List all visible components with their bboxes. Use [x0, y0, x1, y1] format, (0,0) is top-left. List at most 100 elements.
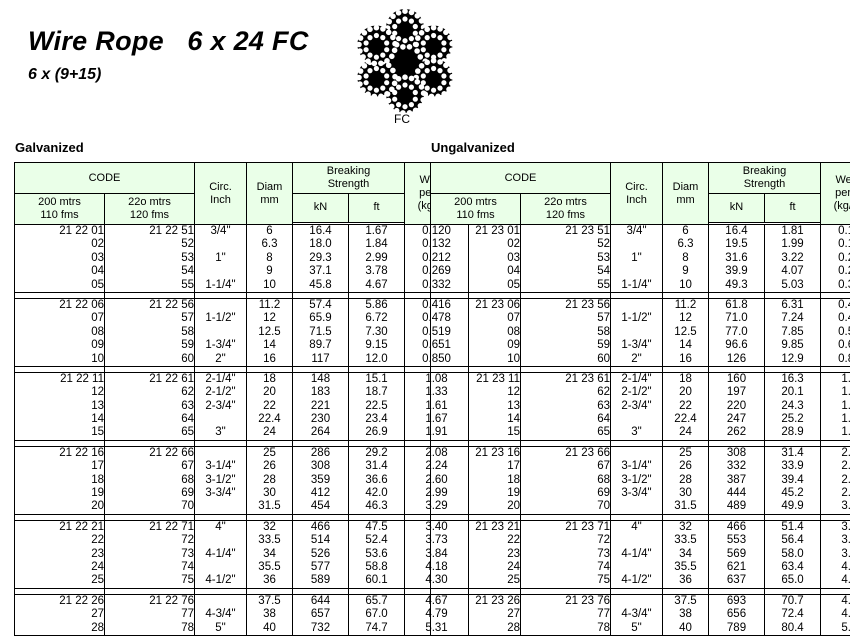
cell-line: 12.0 [349, 353, 404, 366]
cell-line [611, 447, 662, 460]
cell-line: 9 [663, 265, 708, 278]
cell-line: 52.4 [349, 534, 404, 547]
cell-line: 3-1/2" [611, 474, 662, 487]
cell-line: 359 [293, 474, 348, 487]
cell-line [195, 447, 246, 460]
cell-line: 0.120 [821, 225, 850, 238]
cell-weight: 4.674.795.31 [821, 594, 850, 635]
cell-line: 387 [709, 474, 764, 487]
wire-rope-cross-section-icon [352, 8, 458, 126]
cell-line: 454 [293, 500, 348, 513]
cell-line: 65.0 [765, 574, 820, 587]
cell-line: 28 [663, 474, 708, 487]
cell-line: 04 [15, 265, 104, 278]
cell-line: 2.60 [821, 474, 850, 487]
cell-line [195, 299, 246, 312]
cell-line: 72.4 [765, 608, 820, 621]
cell-line: 514 [293, 534, 348, 547]
cell-line: 553 [709, 534, 764, 547]
cell-line [195, 561, 246, 574]
cell-line: 02 [15, 238, 104, 251]
cell-line: 308 [709, 447, 764, 460]
cell-line: 31.5 [663, 500, 708, 513]
cell-line: 20 [15, 500, 104, 513]
cell-line: 27 [431, 608, 520, 621]
cell-line: 2-1/2" [611, 386, 662, 399]
cell-circ: 4" 4-1/4" 4-1/2" [195, 520, 247, 588]
header-circ: Circ. Inch [611, 163, 663, 225]
cell-line: 61.8 [709, 299, 764, 312]
cell-line: 64 [105, 413, 194, 426]
table-header: CODE Circ. Inch Diam mm Breaking Strengt… [431, 163, 850, 225]
cell-line: 0.332 [821, 279, 850, 292]
cell-line: 14 [663, 339, 708, 352]
cell-line [611, 265, 662, 278]
cell-line: 1.67 [821, 413, 850, 426]
cell-line: 332 [709, 460, 764, 473]
cell-line: 72 [521, 534, 610, 547]
cell-line: 21 22 56 [105, 299, 194, 312]
cell-line: 77 [521, 608, 610, 621]
cell-circ: 3-1/4"3-1/2"3-3/4" [195, 446, 247, 514]
header-circ: Circ. Inch [195, 163, 247, 225]
cell-line: 6.31 [765, 299, 820, 312]
cell-line: 18 [247, 373, 292, 386]
cell-line: 21 22 76 [105, 595, 194, 608]
header-ft: ft [349, 194, 405, 223]
cell-line [195, 534, 246, 547]
cell-line: 08 [15, 326, 104, 339]
cell-line: 37.5 [247, 595, 292, 608]
cell-line: 17 [15, 460, 104, 473]
cell-line: 3/4" [611, 225, 662, 238]
cell-line: 21 23 11 [431, 373, 520, 386]
cell-line: 53 [105, 252, 194, 265]
cell-line [611, 500, 662, 513]
cell-line: 77.0 [709, 326, 764, 339]
cell-line: 03 [15, 252, 104, 265]
cell-line: 3-3/4" [195, 487, 246, 500]
ungalvanized-table: CODE Circ. Inch Diam mm Breaking Strengt… [430, 162, 850, 636]
cell-line: 2-1/2" [195, 386, 246, 399]
cell-line: 21 23 61 [521, 373, 610, 386]
cell-line: 35.5 [247, 561, 292, 574]
cell-line: 52 [521, 238, 610, 251]
cell-line: 466 [293, 521, 348, 534]
cell-line: 0.519 [821, 326, 850, 339]
cell-line: 21 23 06 [431, 299, 520, 312]
cell-line: 9.85 [765, 339, 820, 352]
cell-line: 12 [663, 312, 708, 325]
header-code-200mtrs: 200 mtrs 110 fms [431, 194, 521, 225]
cell-line: 644 [293, 595, 348, 608]
cell-line: 489 [709, 500, 764, 513]
cell-line: 14 [15, 413, 104, 426]
cell-line: 1.61 [821, 400, 850, 413]
cell-line: 07 [431, 312, 520, 325]
cell-line: 36.6 [349, 474, 404, 487]
cell-line: 22.5 [349, 400, 404, 413]
cell-line: 22 [431, 534, 520, 547]
cell-line: 26.9 [349, 426, 404, 439]
cell-line: 21 23 51 [521, 225, 610, 238]
header-code-200mtrs: 200 mtrs 110 fms [15, 194, 105, 225]
figure-caption: FC [352, 112, 452, 126]
cell-line: 8 [247, 252, 292, 265]
